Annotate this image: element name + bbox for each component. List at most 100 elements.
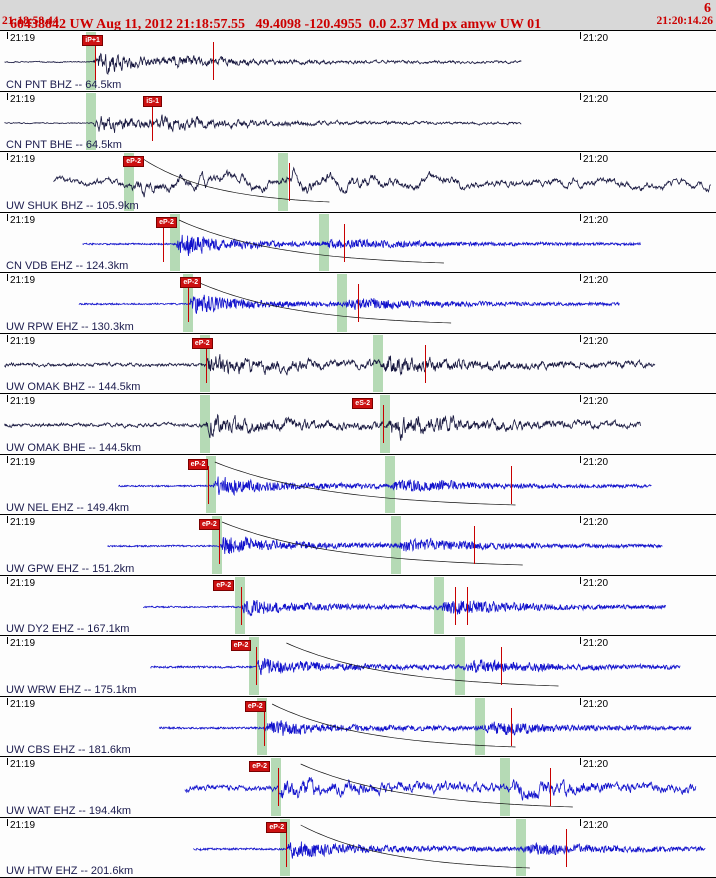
seismogram-waveform[interactable]: [0, 576, 716, 636]
phase-window-band: [337, 274, 348, 332]
waveform-path: [107, 536, 663, 555]
trace-panel[interactable]: eP-2 21:19 21:20 UW SHUK BHZ -- 105.9km: [0, 151, 716, 212]
time-tick-mark: [7, 213, 8, 221]
phase-pick-line[interactable]: [474, 526, 475, 564]
waveform-path: [118, 475, 652, 496]
phase-pick-line[interactable]: [383, 405, 385, 443]
time-label-text: 21:19: [10, 819, 36, 831]
pick-flag[interactable]: eP-2: [123, 156, 144, 167]
seismogram-waveform[interactable]: [0, 455, 716, 515]
trace-panel[interactable]: eP-2 21:19 21:20 UW GPW EHZ -- 151.2km: [0, 514, 716, 575]
seismogram-waveform[interactable]: [0, 334, 716, 394]
station-label: UW HTW EHZ -- 201.6km: [6, 865, 134, 877]
phase-pick-line[interactable]: [466, 586, 468, 625]
phase-pick-line[interactable]: [95, 42, 97, 80]
waveform-path: [4, 353, 656, 376]
phase-pick-line[interactable]: [510, 465, 512, 504]
seismogram-waveform[interactable]: [0, 92, 716, 152]
trace-panel[interactable]: eP-2 21:19 21:20 CN VDB EHZ -- 124.3km: [0, 211, 716, 273]
pick-flag[interactable]: eS-2: [352, 398, 374, 409]
seismogram-waveform[interactable]: [0, 152, 716, 212]
trace-end-time-label: 21:20: [580, 395, 608, 407]
phase-pick-line[interactable]: [286, 828, 288, 867]
pick-flag[interactable]: iS-1: [143, 95, 163, 107]
station-label: UW CBS EHZ -- 181.6km: [6, 744, 131, 756]
phase-pick-line[interactable]: [163, 223, 165, 262]
time-tick-mark: [7, 637, 8, 644]
time-label-text: 21:20: [583, 396, 609, 407]
time-label-text: 21:20: [583, 214, 609, 226]
seismogram-waveform[interactable]: [0, 31, 716, 91]
phase-pick-line[interactable]: [256, 647, 258, 685]
phase-pick-line[interactable]: [219, 526, 221, 564]
trace-panel[interactable]: eP-2 21:19 21:20 UW WRW EHZ -- 175.1km: [0, 635, 716, 696]
pick-flag[interactable]: eP-2: [244, 700, 266, 712]
phase-pick-line[interactable]: [358, 284, 359, 322]
seismogram-waveform[interactable]: [0, 757, 716, 817]
phase-pick-line[interactable]: [240, 586, 242, 625]
phase-pick-line[interactable]: [205, 344, 207, 383]
coda-duration-curve: [193, 279, 452, 324]
seismogram-waveform[interactable]: [0, 515, 716, 575]
phase-pick-line[interactable]: [187, 284, 189, 322]
trace-panel[interactable]: eP-2 21:19 21:20 UW OMAK BHZ -- 144.5km: [0, 332, 716, 394]
trace-panel[interactable]: iP+1 21:19 21:20 CN PNT BHZ -- 64.5km: [0, 30, 716, 91]
pick-flag[interactable]: eP-2: [180, 277, 202, 288]
phase-pick-line[interactable]: [511, 707, 513, 746]
pick-flag[interactable]: eP-2: [187, 458, 209, 470]
phase-pick-line[interactable]: [263, 707, 265, 746]
station-label: CN VDB EHZ -- 124.3km: [6, 260, 129, 272]
pick-flag[interactable]: eP-2: [199, 519, 220, 530]
phase-window-band: [433, 576, 444, 634]
phase-pick-line[interactable]: [277, 768, 279, 806]
phase-pick-line[interactable]: [425, 344, 427, 383]
seismogram-waveform[interactable]: [0, 818, 716, 878]
pick-flag[interactable]: eP-2: [249, 761, 270, 772]
pick-flag[interactable]: eP-2: [230, 640, 252, 651]
trace-end-time-label: 21:20: [580, 334, 608, 347]
seismogram-waveform[interactable]: [0, 394, 716, 454]
window-start-time: 21:18:58.44: [2, 15, 59, 27]
trace-panel[interactable]: eP-2 21:19 21:20 UW DY2 EHZ -- 167.1km: [0, 574, 716, 636]
phase-pick-line[interactable]: [289, 163, 291, 201]
trace-start-time-label: 21:19: [7, 92, 35, 105]
trace-panel[interactable]: eP-2 21:19 21:20 UW NEL EHZ -- 149.4km: [0, 453, 716, 515]
pick-flag[interactable]: eP-2: [156, 216, 177, 228]
time-tick-mark: [580, 395, 581, 402]
phase-pick-line[interactable]: [212, 42, 214, 80]
phase-pick-line[interactable]: [549, 768, 551, 806]
phase-pick-line[interactable]: [343, 223, 345, 262]
seismogram-waveform[interactable]: [0, 213, 716, 273]
seismogram-waveform[interactable]: [0, 697, 716, 757]
trace-panel[interactable]: eP-2 21:19 21:20 UW RPW EHZ -- 130.3km: [0, 272, 716, 333]
trace-end-time-label: 21:20: [580, 213, 609, 226]
time-label-text: 21:19: [10, 275, 36, 286]
trace-panel[interactable]: iS-1 21:19 21:20 CN PNT BHE -- 64.5km: [0, 90, 716, 152]
phase-pick-line[interactable]: [455, 586, 457, 625]
trace-panel[interactable]: eP-2 21:19 21:20 UW HTW EHZ -- 201.6km: [0, 816, 716, 878]
time-label-text: 21:19: [10, 456, 36, 468]
trace-panel[interactable]: eP-2 21:19 21:20 UW WAT EHZ -- 194.4km: [0, 756, 716, 817]
pick-flag[interactable]: eP-2: [213, 579, 235, 591]
station-label: UW OMAK BHE -- 144.5km: [6, 441, 142, 454]
coda-duration-curve: [178, 219, 444, 263]
trace-panel[interactable]: eP-2 21:19 21:20 UW CBS EHZ -- 181.6km: [0, 695, 716, 757]
phase-window-band: [277, 153, 288, 211]
time-label-text: 21:19: [10, 396, 36, 407]
phase-pick-line[interactable]: [151, 102, 153, 141]
trace-start-time-label: 21:19: [7, 334, 35, 347]
time-label-text: 21:20: [583, 33, 609, 44]
phase-pick-line[interactable]: [565, 828, 567, 867]
station-label: CN PNT BHE -- 64.5km: [6, 139, 122, 151]
pick-flag[interactable]: eP-2: [191, 337, 213, 349]
station-label: UW OMAK BHZ -- 144.5km: [6, 381, 141, 393]
pick-flag[interactable]: iP+1: [82, 35, 103, 46]
event-summary-text: 60438842 UW Aug 11, 2012 21:18:57.55 49.…: [10, 17, 542, 32]
pick-flag[interactable]: eP-2: [266, 821, 288, 833]
seismogram-waveform[interactable]: [0, 636, 716, 696]
phase-pick-line[interactable]: [501, 647, 503, 685]
station-label: UW GPW EHZ -- 151.2km: [6, 562, 135, 575]
trace-panel[interactable]: eS-2 21:19 21:20 UW OMAK BHE -- 144.5km: [0, 393, 716, 454]
phase-pick-line[interactable]: [207, 465, 209, 504]
seismogram-waveform[interactable]: [0, 273, 716, 333]
